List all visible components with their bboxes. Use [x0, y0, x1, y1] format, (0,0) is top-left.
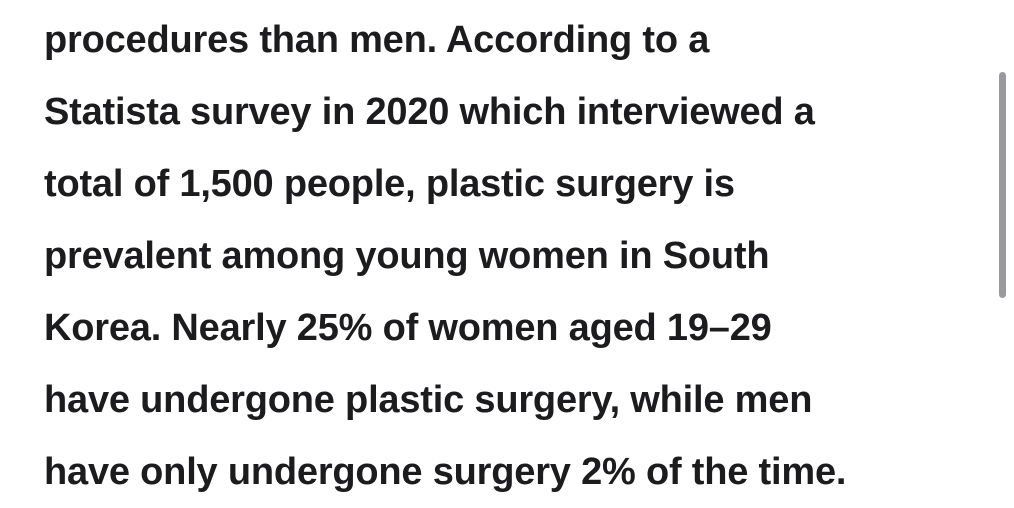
text-line: have undergone plastic surgery, while me…: [44, 379, 813, 421]
text-line: have only undergone surgery 2% of the ti…: [44, 451, 847, 493]
scrollbar[interactable]: [999, 72, 1006, 298]
text-line: Korea. Nearly 25% of women aged 19–29: [44, 307, 772, 349]
text-line: procedures than men. According to a: [44, 19, 710, 61]
text-line: Statista survey in 2020 which interviewe…: [44, 91, 815, 133]
text-line: total of 1,500 people, plastic surgery i…: [44, 163, 735, 205]
text-line: prevalent among young women in South: [44, 235, 770, 277]
article-text: procedures than men. According to a Stati…: [44, 4, 994, 508]
